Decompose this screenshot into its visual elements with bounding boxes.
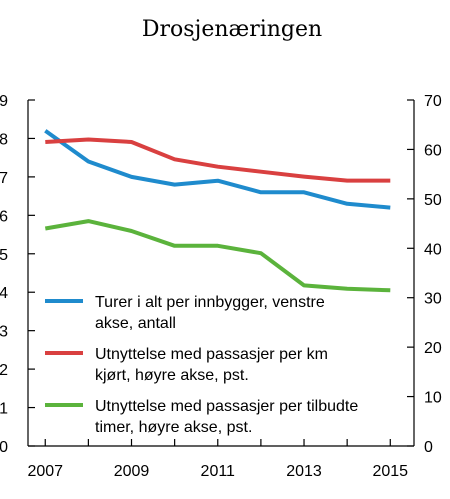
left-tick-label: 0 — [0, 439, 8, 456]
legend-label-2: Utnyttelse med passasjer per km — [95, 346, 328, 363]
left-tick-label: 7 — [0, 170, 8, 187]
left-tick-label: 2 — [0, 362, 8, 379]
right-tick-label: 30 — [424, 291, 442, 308]
legend-label-1: akse, antall — [95, 315, 176, 332]
x-tick-label: 2009 — [114, 463, 150, 480]
axes: 0 1 2 3 4 5 6 7 8 9 0 10 20 30 40 50 60 70 2007 2009 2011 201… — [0, 93, 442, 480]
right-tick-label: 40 — [424, 241, 442, 258]
legend-label-2: kjørt, høyre akse, pst. — [95, 367, 249, 384]
x-tick-label: 2007 — [27, 463, 63, 480]
x-tick-label: 2013 — [286, 463, 322, 480]
series-line-3 — [44, 219, 391, 293]
x-tick-label: 2011 — [201, 463, 236, 480]
right-tick-label: 50 — [424, 192, 442, 209]
legend-label-3: Utnyttelse med passasjer per tilbudte — [95, 398, 358, 415]
left-tick-label: 4 — [0, 285, 8, 302]
left-tick-label: 3 — [0, 324, 8, 341]
right-tick-label: 0 — [424, 439, 433, 456]
series-line-2 — [45, 137, 391, 183]
series-line-1 — [44, 129, 391, 210]
legend: Turer i alt per innbygger, venstre akse, … — [45, 294, 358, 436]
chart-title: Drosjenæringen — [142, 17, 322, 42]
left-tick-label: 5 — [0, 247, 8, 264]
left-tick-label: 9 — [0, 93, 8, 110]
left-tick-label: 1 — [0, 401, 8, 418]
left-tick-label: 8 — [0, 131, 8, 148]
right-tick-label: 10 — [424, 390, 442, 407]
legend-label-1: Turer i alt per innbygger, venstre — [95, 294, 325, 311]
x-tick-label: 2015 — [372, 463, 408, 480]
right-tick-label: 60 — [424, 142, 442, 159]
right-tick-label: 20 — [424, 340, 442, 357]
right-tick-label: 70 — [424, 93, 442, 110]
left-tick-label: 6 — [0, 208, 8, 225]
legend-label-3: timer, høyre akse, pst. — [95, 419, 252, 436]
series-lines — [44, 129, 391, 293]
